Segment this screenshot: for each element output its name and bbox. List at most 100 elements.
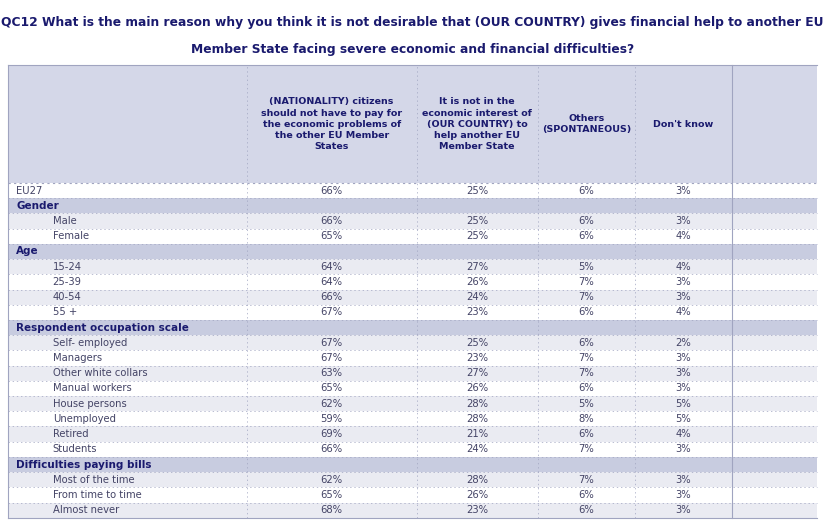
Text: 3%: 3% [676, 490, 691, 500]
Text: 6%: 6% [578, 490, 594, 500]
Text: Gender: Gender [16, 201, 59, 211]
Text: 26%: 26% [466, 277, 488, 287]
Text: 6%: 6% [578, 383, 594, 393]
Text: 63%: 63% [321, 368, 342, 378]
Text: 62%: 62% [321, 475, 342, 485]
Text: 66%: 66% [321, 186, 342, 196]
Text: 5%: 5% [578, 262, 594, 271]
Text: 6%: 6% [578, 231, 594, 241]
Text: 64%: 64% [321, 262, 342, 271]
Text: Self- employed: Self- employed [53, 338, 127, 348]
Text: 5%: 5% [676, 414, 691, 424]
Text: 65%: 65% [321, 231, 342, 241]
Text: 25%: 25% [466, 216, 488, 226]
Text: 3%: 3% [676, 505, 691, 515]
Bar [8, 244, 817, 259]
Text: 7%: 7% [578, 445, 594, 454]
Text: 64%: 64% [321, 277, 342, 287]
Bar [8, 411, 817, 426]
Text: 26%: 26% [466, 383, 488, 393]
Text: House persons: House persons [53, 399, 126, 408]
Text: Age: Age [16, 246, 39, 256]
Text: 4%: 4% [676, 231, 691, 241]
Text: Managers: Managers [53, 353, 101, 363]
Text: 7%: 7% [578, 368, 594, 378]
Text: 69%: 69% [321, 429, 342, 439]
Bar [8, 229, 817, 244]
Text: 7%: 7% [578, 353, 594, 363]
Bar [8, 198, 817, 213]
Text: 25-39: 25-39 [53, 277, 82, 287]
Text: From time to time: From time to time [53, 490, 141, 500]
Text: 23%: 23% [466, 353, 488, 363]
Text: 6%: 6% [578, 505, 594, 515]
Text: Manual workers: Manual workers [53, 383, 131, 393]
Text: 3%: 3% [676, 277, 691, 287]
Text: 6%: 6% [578, 429, 594, 439]
Text: 8%: 8% [578, 414, 594, 424]
Text: (NATIONALITY) citizens
should not have to pay for
the economic problems of
the o: (NATIONALITY) citizens should not have t… [261, 97, 403, 151]
Text: 66%: 66% [321, 445, 342, 454]
Text: Others
(SPONTANEOUS): Others (SPONTANEOUS) [542, 114, 631, 134]
Text: 5%: 5% [578, 399, 594, 408]
Bar [8, 472, 817, 487]
Text: Most of the time: Most of the time [53, 475, 134, 485]
Text: 3%: 3% [676, 216, 691, 226]
Text: 27%: 27% [466, 368, 488, 378]
Bar [8, 457, 817, 472]
Bar [8, 305, 817, 320]
Text: Almost never: Almost never [53, 505, 119, 515]
Bar [8, 320, 817, 335]
Text: 28%: 28% [466, 399, 488, 408]
Text: 23%: 23% [466, 505, 488, 515]
Text: 5%: 5% [676, 399, 691, 408]
Text: 7%: 7% [578, 292, 594, 302]
Text: QC12 What is the main reason why you think it is not desirable that (OUR COUNTRY: QC12 What is the main reason why you thi… [2, 16, 823, 29]
Text: 21%: 21% [466, 429, 488, 439]
Text: 4%: 4% [676, 262, 691, 271]
Text: 40-54: 40-54 [53, 292, 82, 302]
Bar [8, 381, 817, 396]
Text: 3%: 3% [676, 353, 691, 363]
Text: It is not in the
economic interest of
(OUR COUNTRY) to
help another EU
Member St: It is not in the economic interest of (O… [422, 97, 532, 151]
Text: 26%: 26% [466, 490, 488, 500]
Text: 4%: 4% [676, 308, 691, 317]
Text: 67%: 67% [321, 353, 342, 363]
Bar [8, 65, 817, 183]
Text: 25%: 25% [466, 231, 488, 241]
Text: 55 +: 55 + [53, 308, 77, 317]
Text: 6%: 6% [578, 338, 594, 348]
Text: Don't know: Don't know [653, 120, 714, 129]
Bar [8, 426, 817, 442]
Text: Female: Female [53, 231, 89, 241]
Bar [8, 290, 817, 305]
Bar [8, 274, 817, 290]
Text: 27%: 27% [466, 262, 488, 271]
Text: Male: Male [53, 216, 77, 226]
Text: 65%: 65% [321, 490, 342, 500]
Text: 3%: 3% [676, 186, 691, 196]
Text: 23%: 23% [466, 308, 488, 317]
Bar [8, 396, 817, 411]
Text: 25%: 25% [466, 186, 488, 196]
Text: EU27: EU27 [16, 186, 43, 196]
Text: Retired: Retired [53, 429, 88, 439]
Text: Respondent occupation scale: Respondent occupation scale [16, 323, 189, 333]
Text: 6%: 6% [578, 216, 594, 226]
Text: Difficulties paying bills: Difficulties paying bills [16, 460, 152, 470]
Bar [8, 442, 817, 457]
Text: Students: Students [53, 445, 97, 454]
Text: 6%: 6% [578, 308, 594, 317]
Text: 3%: 3% [676, 475, 691, 485]
Text: 7%: 7% [578, 475, 594, 485]
Text: 3%: 3% [676, 445, 691, 454]
Bar [8, 213, 817, 229]
Text: 7%: 7% [578, 277, 594, 287]
Text: 59%: 59% [321, 414, 342, 424]
Text: 25%: 25% [466, 338, 488, 348]
Text: 66%: 66% [321, 216, 342, 226]
Text: 15-24: 15-24 [53, 262, 82, 271]
Text: 4%: 4% [676, 429, 691, 439]
Text: 68%: 68% [321, 505, 342, 515]
Text: 65%: 65% [321, 383, 342, 393]
